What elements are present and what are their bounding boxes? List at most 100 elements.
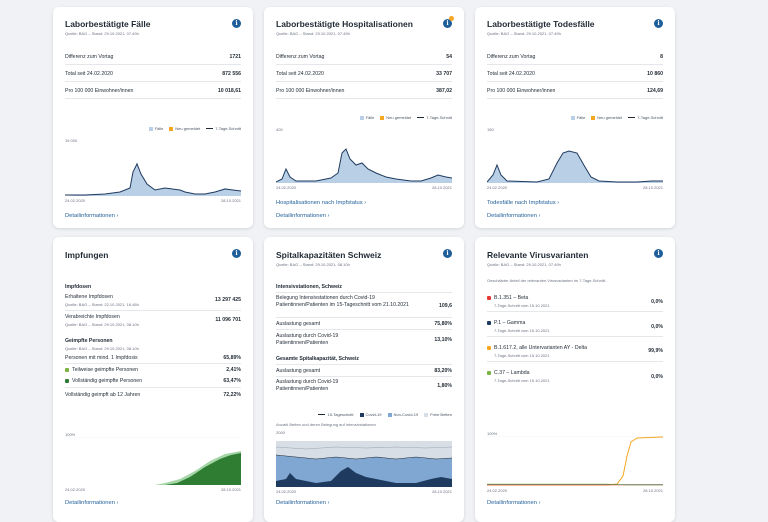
variants-detail-link[interactable]: Detailinformationen › — [487, 500, 541, 506]
cases-title: Laborbestätigte Fälle — [65, 19, 151, 29]
deaths-x-end: 28.10.2021 — [642, 185, 663, 190]
variants-x-start: 24.02.2020 — [487, 488, 508, 493]
hosp-impfstatus-link[interactable]: Hospitalisationen nach Impfstatus › — [276, 200, 367, 206]
hosp-ymax: 400 — [276, 127, 283, 132]
icu-x-end: 28.10.2021 — [431, 489, 452, 494]
divider — [276, 376, 452, 377]
icu-source: Quelle: BAG – Stand: 29.10.2021, 08.10h — [276, 262, 350, 267]
info-icon[interactable]: i — [443, 19, 452, 28]
vacc-p2-value: 2,41% — [226, 367, 241, 373]
divider — [276, 317, 452, 318]
deaths-impfstatus-link[interactable]: Todesfälle nach Impfstatus › — [487, 200, 560, 206]
vacc-persons-source: Quelle: BAG – Stand: 29.10.2021, 08.10h — [65, 346, 139, 351]
vacc-delivered-value: 13 297 425 — [215, 297, 241, 303]
deaths-row-diff: Differenz zum Vortag 8 — [487, 49, 663, 65]
info-icon[interactable]: i — [232, 249, 241, 258]
vacc-x-start: 24.02.2020 — [65, 487, 86, 492]
hosp-row-per100k: Pro 100 000 Einwohner/innen 387,02 — [276, 83, 452, 99]
cases-card: Laborbestätigte Fälle Quelle: BAG – Stan… — [53, 7, 253, 228]
variants-description: Geschätzter Anteil der relevanten Virusv… — [487, 278, 607, 283]
cases-ymax: 15 000 — [65, 138, 78, 143]
vacc-admin-label: Verabreichte Impfdosen — [65, 314, 120, 320]
cases-legend: Fälle Neu gemeldet 7-Tage-Schnitt — [148, 126, 241, 131]
divider — [276, 364, 452, 365]
info-icon[interactable]: i — [443, 249, 452, 258]
cases-source: Quelle: BAG – Stand: 29.10.2021, 07.49h — [65, 31, 139, 36]
divider — [65, 363, 241, 364]
variant-lambda-value: 0,0% — [651, 374, 663, 380]
vacc-admin-source: Quelle: BAG – Stand: 29.10.2021, 08.10h — [65, 322, 139, 327]
deaths-detail-link[interactable]: Detailinformationen › — [487, 213, 541, 219]
vacc-detail-link[interactable]: Detailinformationen › — [65, 500, 119, 506]
info-icon[interactable]: i — [654, 19, 663, 28]
cases-x-end: 28.10.2021 — [220, 198, 241, 203]
cases-row-diff: Differenz zum Vortag 1721 — [65, 49, 241, 65]
variant-gamma-label: P.1 – Gamma — [487, 320, 525, 326]
icu-legend: 15-Tageschnitt Covid-19 Non-Covid-19 Fre… — [318, 412, 452, 417]
hosp-legend: Fälle Neu gemeldet 7-Tage-Schnitt — [359, 115, 452, 120]
divider — [487, 361, 663, 362]
info-icon[interactable]: i — [232, 19, 241, 28]
hosp-title: Laborbestätigte Hospitalisationen — [276, 19, 413, 29]
hosp-card: Laborbestätigte Hospitalisationen Quelle… — [264, 7, 464, 228]
vacc-ymax: 100% — [65, 432, 76, 437]
deaths-chart — [487, 150, 663, 183]
vacc-p2-label: Teilweise geimpfte Personen — [65, 367, 138, 373]
cases-detail-link[interactable]: Detailinformationen › — [65, 213, 119, 219]
icu-detail-link[interactable]: Detailinformationen › — [276, 500, 330, 506]
icu-r2-label: Auslastung gesamt — [276, 321, 321, 327]
variants-ymax: 100% — [487, 431, 498, 436]
deaths-ymax: 150 — [487, 127, 494, 132]
hosp-row-total: Total seit 24.02.2020 33 707 — [276, 66, 452, 82]
hosp-x-start: 24.02.2020 — [276, 185, 297, 190]
icu-r3-value: 13,10% — [434, 337, 452, 343]
deaths-row-total: Total seit 24.02.2020 10 860 — [487, 66, 663, 82]
variant-gamma-value: 0,0% — [651, 324, 663, 330]
deaths-x-start: 24.02.2020 — [487, 185, 508, 190]
variants-x-end: 28.10.2021 — [642, 488, 663, 493]
icu-r5-value: 1,80% — [437, 383, 452, 389]
variant-delta-label: B.1.617.2, alle Untervarianten AY - Delt… — [487, 345, 587, 351]
cases-row-total: Total seit 24.02.2020 872 556 — [65, 66, 241, 82]
info-icon[interactable]: i — [654, 249, 663, 258]
vacc-p3-label: Vollständig geimpfte Personen — [65, 378, 142, 384]
deaths-source: Quelle: BAG – Stand: 29.10.2021, 07.49h — [487, 31, 561, 36]
deaths-legend: Fälle Neu gemeldet 7-Tage-Schnitt — [570, 115, 663, 120]
hosp-row-diff: Differenz zum Vortag 54 — [276, 49, 452, 65]
variant-beta-value: 0,0% — [651, 299, 663, 305]
icu-section-icu: Intensivstationen, Schweiz — [276, 284, 343, 290]
divider — [487, 311, 663, 312]
variant-beta-sub: 7-Tage-Schnitt vom 15.10.2021 — [494, 303, 550, 308]
divider — [487, 336, 663, 337]
vacc-p4-value: 72,22% — [223, 392, 241, 398]
icu-ymax: 2000 — [276, 430, 285, 435]
cases-row-per100k: Pro 100 000 Einwohner/innen 10 018,61 — [65, 83, 241, 99]
vacc-x-end: 28.10.2021 — [220, 487, 241, 492]
cases-x-start: 24.02.2020 — [65, 198, 86, 203]
variant-beta-label: B.1.351 – Beta — [487, 295, 528, 301]
vacc-p1-label: Personen mit mind. 1 Impfdosis — [65, 355, 138, 361]
vacc-card: Impfungen i Impfdosen Erhaltene Impfdose… — [53, 237, 253, 522]
icu-x-start: 24.02.2020 — [276, 489, 297, 494]
icu-r1-label: Belegung Intensivstationen durch Covid-1… — [276, 295, 409, 308]
variant-lambda-sub: 7-Tage-Schnitt vom 15.10.2021 — [494, 378, 550, 383]
icu-r4-label: Auslastung gesamt — [276, 368, 321, 374]
icu-chart-caption: Anzahl Betten und deren Belegung auf Int… — [276, 422, 376, 427]
vacc-title: Impfungen — [65, 250, 109, 260]
icu-title: Spitalkapazitäten Schweiz — [276, 250, 382, 260]
vacc-delivered-label: Erhaltene Impfdosen — [65, 294, 113, 300]
deaths-title: Laborbestätigte Todesfälle — [487, 19, 595, 29]
icu-r2-value: 75,80% — [434, 321, 452, 327]
hosp-detail-link[interactable]: Detailinformationen › — [276, 213, 330, 219]
vacc-admin-value: 11 096 701 — [215, 317, 241, 323]
hosp-x-end: 28.10.2021 — [431, 185, 452, 190]
variants-card: Relevante Virusvarianten Quelle: BAG – S… — [475, 237, 675, 522]
notification-badge — [449, 16, 454, 21]
icu-r5-label: Auslastung durch Covid-19 Patientinnen/P… — [276, 379, 339, 392]
variant-gamma-sub: 7-Tage-Schnitt vom 15.10.2021 — [494, 328, 550, 333]
icu-r4-value: 83,20% — [434, 368, 452, 374]
variants-title: Relevante Virusvarianten — [487, 250, 589, 260]
variants-chart — [487, 436, 663, 486]
hosp-chart — [276, 148, 452, 183]
icu-r3-label: Auslastung durch Covid-19 Patientinnen/P… — [276, 333, 339, 346]
